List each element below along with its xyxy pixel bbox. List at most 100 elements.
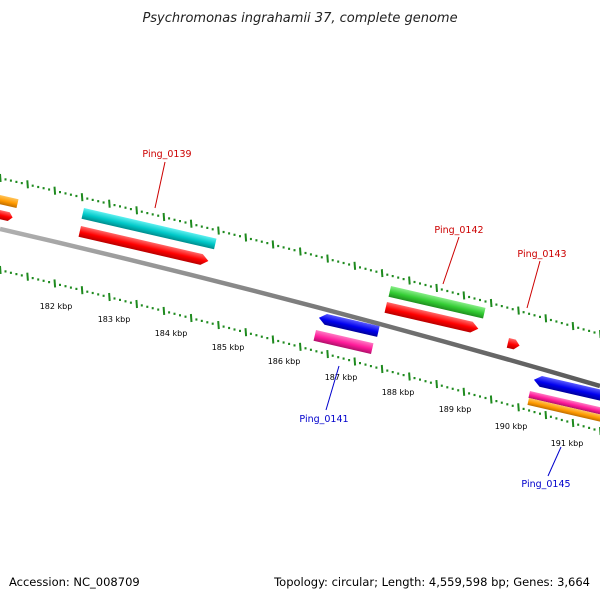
scale-tick-minor bbox=[69, 286, 72, 289]
scale-tick-minor bbox=[391, 371, 394, 374]
scale-tick-minor bbox=[91, 291, 94, 295]
feature-ping-0139-red-arrow[interactable] bbox=[78, 226, 210, 266]
gene-label-ping-0143[interactable]: Ping_0143 bbox=[517, 249, 566, 260]
scale-tick-minor bbox=[129, 208, 132, 211]
scale-tick-minor bbox=[451, 291, 454, 294]
scale-tick-minor bbox=[282, 341, 285, 344]
ruler-label: 186 kbp bbox=[268, 357, 301, 366]
gene-label-ping-0142[interactable]: Ping_0142 bbox=[434, 225, 483, 236]
scale-tick-minor bbox=[369, 365, 372, 368]
scale-tick-minor bbox=[75, 287, 78, 290]
scale-tick-minor bbox=[419, 378, 421, 381]
scale-tick-minor bbox=[151, 213, 154, 216]
ruler-label: 187 kbp bbox=[325, 373, 358, 382]
scale-tick-major bbox=[244, 328, 248, 337]
scale-tick-minor bbox=[102, 294, 105, 297]
leader-ping-0139 bbox=[154, 161, 166, 209]
genome-backbone bbox=[0, 226, 600, 389]
scale-tick-minor bbox=[86, 197, 89, 200]
gene-label-ping-0139[interactable]: Ping_0139 bbox=[142, 149, 191, 160]
scale-tick-minor bbox=[249, 332, 252, 335]
inner-tick-ring bbox=[0, 265, 600, 436]
scale-tick-major bbox=[353, 261, 357, 270]
scale-tick-minor bbox=[468, 295, 471, 299]
scale-tick-minor bbox=[102, 201, 105, 204]
feature-ping-0139-cyan[interactable] bbox=[81, 208, 217, 250]
scale-tick-minor bbox=[588, 329, 591, 332]
scale-tick-minor bbox=[239, 235, 241, 238]
feature-ping-0143-red-arrow[interactable] bbox=[506, 338, 521, 350]
scale-tick-minor bbox=[359, 266, 361, 269]
scale-tick-minor bbox=[588, 426, 591, 429]
scale-tick-minor bbox=[37, 278, 40, 281]
scale-tick-minor bbox=[555, 320, 558, 323]
scale-tick-major bbox=[299, 247, 302, 256]
scale-tick-major bbox=[380, 364, 384, 374]
feature-ping-0141-magenta[interactable] bbox=[313, 330, 374, 354]
scale-tick-major bbox=[326, 350, 329, 359]
scale-tick-minor bbox=[173, 312, 176, 315]
feature-ping-0142-green[interactable] bbox=[388, 286, 486, 319]
scale-tick-minor bbox=[233, 328, 236, 331]
scale-tick-major bbox=[80, 193, 84, 202]
scale-tick-minor bbox=[195, 224, 198, 227]
scale-tick-minor bbox=[375, 270, 378, 273]
scale-tick-minor bbox=[255, 334, 258, 337]
scale-tick-minor bbox=[506, 306, 509, 309]
scale-tick-major bbox=[217, 226, 220, 235]
scale-tick-minor bbox=[124, 300, 127, 303]
scale-tick-minor bbox=[129, 301, 132, 304]
scale-tick-minor bbox=[593, 428, 596, 431]
scale-tick-minor bbox=[429, 381, 432, 384]
scale-tick-minor bbox=[206, 321, 209, 324]
scale-tick-minor bbox=[440, 288, 443, 291]
ruler-label: 188 kbp bbox=[382, 388, 415, 397]
scale-tick-minor bbox=[495, 400, 498, 403]
scale-tick-minor bbox=[391, 275, 394, 278]
scale-tick-major bbox=[189, 219, 193, 228]
scale-tick-minor bbox=[337, 260, 340, 263]
scale-tick-minor bbox=[20, 274, 23, 277]
scale-tick-minor bbox=[451, 387, 454, 390]
genome-summary-text: Topology: circular; Length: 4,559,598 bp… bbox=[273, 575, 590, 589]
ruler-label: 190 kbp bbox=[495, 422, 528, 431]
scale-tick-minor bbox=[320, 351, 323, 354]
scale-tick-minor bbox=[473, 393, 476, 397]
feature-ping-0142-red-arrow[interactable] bbox=[384, 302, 480, 334]
ruler-labels: 182 kbp 183 kbp 184 kbp 185 kbp 186 kbp … bbox=[40, 302, 584, 448]
scale-tick-minor bbox=[4, 270, 7, 273]
scale-tick-major bbox=[80, 286, 84, 295]
scale-tick-minor bbox=[20, 182, 23, 185]
feature-ping-0145-magenta[interactable] bbox=[528, 391, 600, 419]
scale-tick-minor bbox=[59, 191, 61, 194]
scale-tick-minor bbox=[424, 283, 427, 287]
scale-tick-minor bbox=[348, 263, 351, 266]
scale-tick-minor bbox=[168, 311, 171, 314]
scale-tick-minor bbox=[539, 315, 541, 318]
scale-tick-minor bbox=[97, 293, 100, 296]
scale-tick-minor bbox=[309, 253, 312, 256]
feature-ping-0141-blue-arrow[interactable] bbox=[318, 312, 380, 337]
scale-tick-minor bbox=[59, 283, 61, 286]
accession-text: Accession: NC_008709 bbox=[9, 575, 140, 589]
feature-ping-0145-blue-arrow[interactable] bbox=[533, 374, 600, 405]
scale-tick-minor bbox=[315, 350, 318, 353]
scale-tick-minor bbox=[157, 308, 160, 311]
scale-tick-minor bbox=[282, 246, 285, 249]
scale-tick-minor bbox=[511, 308, 514, 311]
scale-tick-major bbox=[517, 306, 520, 315]
gene-label-ping-0145[interactable]: Ping_0145 bbox=[521, 479, 570, 490]
gene-label-ping-0141[interactable]: Ping_0141 bbox=[299, 414, 348, 425]
scale-tick-minor bbox=[468, 392, 471, 395]
gene-label-leaders bbox=[154, 161, 562, 477]
scale-tick-minor bbox=[228, 232, 231, 235]
scale-tick-minor bbox=[424, 380, 427, 383]
feature-ping-0145-orange[interactable] bbox=[527, 398, 600, 426]
feature-left-orange bbox=[0, 194, 19, 209]
scale-tick-minor bbox=[304, 251, 307, 255]
scale-tick-minor bbox=[413, 377, 416, 380]
scale-tick-minor bbox=[228, 326, 231, 330]
scale-tick-minor bbox=[511, 404, 514, 407]
scale-tick-major bbox=[0, 173, 2, 183]
